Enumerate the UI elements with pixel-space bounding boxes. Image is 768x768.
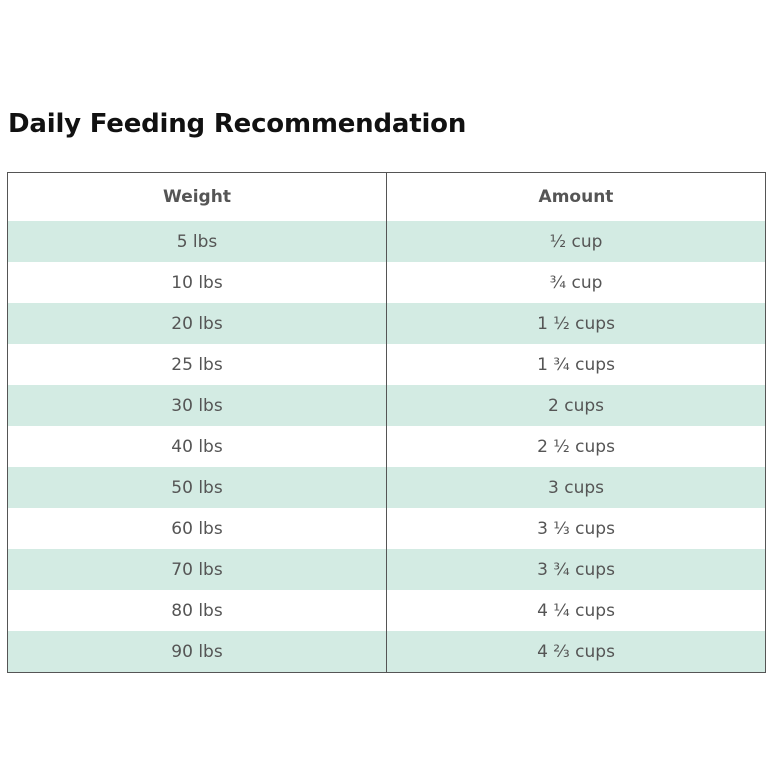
weight-cell: 25 lbs: [7, 344, 387, 385]
weight-cell: 50 lbs: [7, 467, 387, 508]
feeding-table: Weight Amount 5 lbs ½ cup 10 lbs ¾ cup 2…: [7, 172, 766, 673]
table-header: Weight Amount: [7, 172, 766, 221]
table-row: 60 lbs 3 ⅓ cups: [7, 508, 766, 549]
amount-cell: ¾ cup: [386, 262, 766, 303]
amount-cell: 4 ⅔ cups: [386, 631, 766, 673]
weight-cell: 60 lbs: [7, 508, 387, 549]
weight-cell: 20 lbs: [7, 303, 387, 344]
weight-cell: 5 lbs: [7, 221, 387, 262]
table-row: 90 lbs 4 ⅔ cups: [7, 631, 766, 673]
page-title: Daily Feeding Recommendation: [8, 109, 467, 139]
table-row: 5 lbs ½ cup: [7, 221, 766, 262]
table-row: 70 lbs 3 ¾ cups: [7, 549, 766, 590]
table-row: 30 lbs 2 cups: [7, 385, 766, 426]
amount-cell: ½ cup: [386, 221, 766, 262]
amount-cell: 2 ½ cups: [386, 426, 766, 467]
amount-cell: 4 ¼ cups: [386, 590, 766, 631]
amount-cell: 1 ½ cups: [386, 303, 766, 344]
weight-cell: 40 lbs: [7, 426, 387, 467]
table-row: 20 lbs 1 ½ cups: [7, 303, 766, 344]
header-row: Weight Amount: [7, 172, 766, 221]
weight-cell: 90 lbs: [7, 631, 387, 673]
table-row: 10 lbs ¾ cup: [7, 262, 766, 303]
table-row: 50 lbs 3 cups: [7, 467, 766, 508]
weight-cell: 10 lbs: [7, 262, 387, 303]
table-row: 80 lbs 4 ¼ cups: [7, 590, 766, 631]
table-row: 25 lbs 1 ¾ cups: [7, 344, 766, 385]
amount-column-header: Amount: [386, 172, 766, 221]
weight-cell: 80 lbs: [7, 590, 387, 631]
amount-cell: 1 ¾ cups: [386, 344, 766, 385]
amount-cell: 3 ¾ cups: [386, 549, 766, 590]
table-row: 40 lbs 2 ½ cups: [7, 426, 766, 467]
amount-cell: 2 cups: [386, 385, 766, 426]
weight-column-header: Weight: [7, 172, 387, 221]
weight-cell: 70 lbs: [7, 549, 387, 590]
table-body: 5 lbs ½ cup 10 lbs ¾ cup 20 lbs 1 ½ cups…: [7, 221, 766, 673]
weight-cell: 30 lbs: [7, 385, 387, 426]
amount-cell: 3 ⅓ cups: [386, 508, 766, 549]
amount-cell: 3 cups: [386, 467, 766, 508]
